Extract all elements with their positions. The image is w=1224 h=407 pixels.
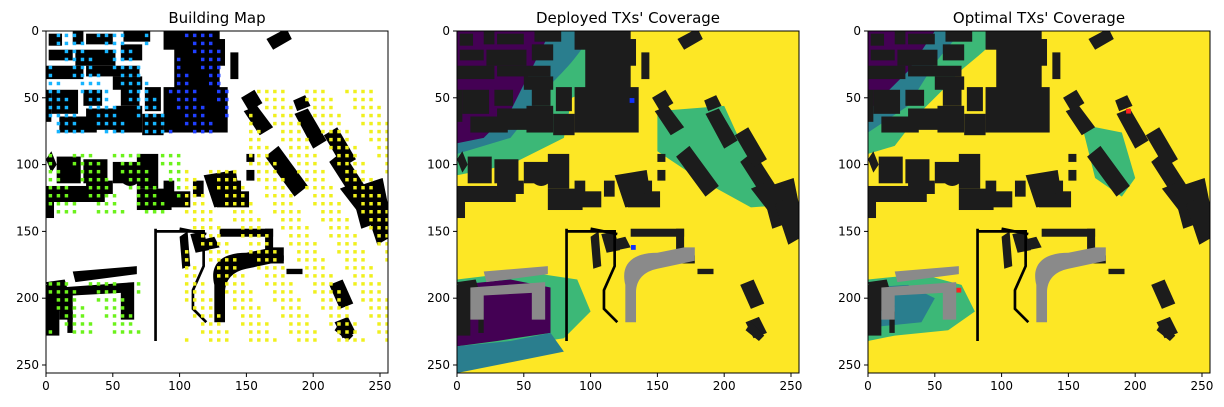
y-tick-label: 250 [16, 358, 39, 372]
panel-title: Deployed TXs' Coverage [536, 9, 720, 27]
plot-area-2 [457, 31, 799, 373]
tx-marker [1126, 108, 1131, 114]
x-tick-label: 150 [235, 379, 258, 393]
x-tick-label: 50 [516, 379, 531, 393]
y-tick-label: 200 [838, 291, 861, 305]
tx-marker [630, 245, 636, 250]
axes-frame [867, 30, 1211, 374]
x-tick-label: 100 [168, 379, 191, 393]
panel-title: Optimal TXs' Coverage [953, 9, 1125, 27]
axes-frame [456, 30, 800, 374]
x-tick-label: 250 [369, 379, 392, 393]
x-tick-label: 200 [302, 379, 325, 393]
x-tick-label: 0 [42, 379, 50, 393]
y-tick-label: 250 [427, 358, 450, 372]
x-tick-label: 250 [1191, 379, 1214, 393]
y-tick-label: 100 [838, 158, 861, 172]
y-tick-label: 0 [31, 24, 39, 38]
x-tick-label: 0 [453, 379, 461, 393]
tx-markers [956, 108, 1131, 293]
x-tick-label: 150 [1057, 379, 1080, 393]
axes-frame [45, 30, 389, 374]
y-tick-label: 50 [435, 91, 450, 105]
x-tick-label: 100 [990, 379, 1013, 393]
plot-area-3 [868, 31, 1210, 373]
x-tick-label: 100 [579, 379, 602, 393]
y-tick-label: 100 [427, 158, 450, 172]
y-tick-label: 150 [838, 224, 861, 238]
y-tick-label: 150 [427, 224, 450, 238]
y-tick-label: 200 [427, 291, 450, 305]
x-tick-label: 150 [646, 379, 669, 393]
tx-marker [629, 98, 635, 103]
y-tick-label: 0 [853, 24, 861, 38]
rx-points [48, 33, 388, 342]
x-tick-label: 200 [713, 379, 736, 393]
y-tick-label: 50 [846, 91, 861, 105]
y-tick-label: 100 [16, 158, 39, 172]
x-tick-label: 250 [780, 379, 803, 393]
plot-area-1 [46, 31, 388, 373]
x-tick-label: 50 [105, 379, 120, 393]
panel-title: Building Map [168, 9, 265, 27]
x-tick-label: 0 [864, 379, 872, 393]
y-tick-label: 50 [24, 91, 39, 105]
x-tick-label: 200 [1124, 379, 1147, 393]
y-tick-label: 250 [838, 358, 861, 372]
y-tick-label: 0 [442, 24, 450, 38]
y-tick-label: 150 [16, 224, 39, 238]
tx-marker [956, 287, 962, 293]
y-tick-label: 200 [16, 291, 39, 305]
tx-markers [629, 98, 636, 250]
x-tick-label: 50 [927, 379, 942, 393]
